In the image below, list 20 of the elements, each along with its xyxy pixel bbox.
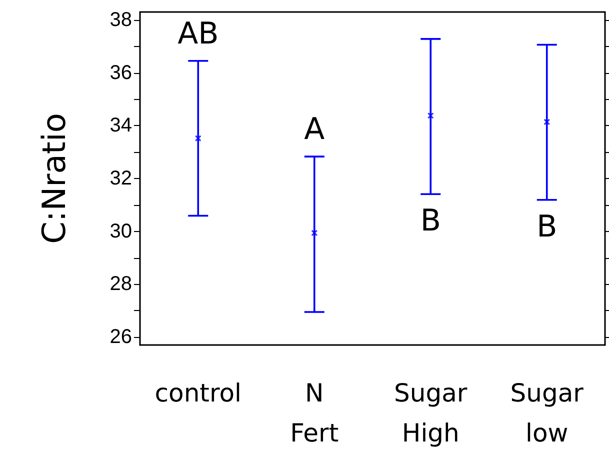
y-axis-title: C:Nratio <box>35 113 73 244</box>
point <box>311 230 318 236</box>
y-tick-label: 38 <box>110 8 132 31</box>
x-tick-label: N Fert <box>290 378 339 448</box>
y-tick-label: 32 <box>110 168 132 190</box>
x-tick-label: control <box>154 378 242 408</box>
point <box>194 135 202 142</box>
point <box>427 112 434 119</box>
annotation: B <box>536 209 558 244</box>
point <box>544 118 550 126</box>
annotation: A <box>304 112 326 148</box>
y-tick-label: 26 <box>110 326 132 348</box>
y-tick-label: 36 <box>110 62 132 84</box>
y-tick-label: 28 <box>110 273 132 296</box>
x-tick-label: Sugar low <box>510 378 584 448</box>
y-tick-label: 34 <box>110 114 132 137</box>
annotation: AB <box>178 16 219 52</box>
annotation: B <box>420 204 441 239</box>
x-tick-label: Sugar High <box>394 378 468 448</box>
y-tick-label: 30 <box>110 220 132 242</box>
